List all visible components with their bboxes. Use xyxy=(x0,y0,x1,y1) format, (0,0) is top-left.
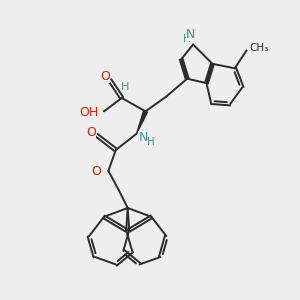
Text: CH₃: CH₃ xyxy=(249,43,268,53)
Text: H: H xyxy=(147,137,154,147)
Text: O: O xyxy=(91,165,101,178)
Text: OH: OH xyxy=(79,106,99,119)
Text: O: O xyxy=(86,126,96,139)
Text: H: H xyxy=(183,34,190,44)
Text: N: N xyxy=(186,28,195,41)
Text: O: O xyxy=(100,70,110,83)
Text: H: H xyxy=(121,82,130,92)
Polygon shape xyxy=(136,111,148,134)
Text: N: N xyxy=(139,131,148,144)
